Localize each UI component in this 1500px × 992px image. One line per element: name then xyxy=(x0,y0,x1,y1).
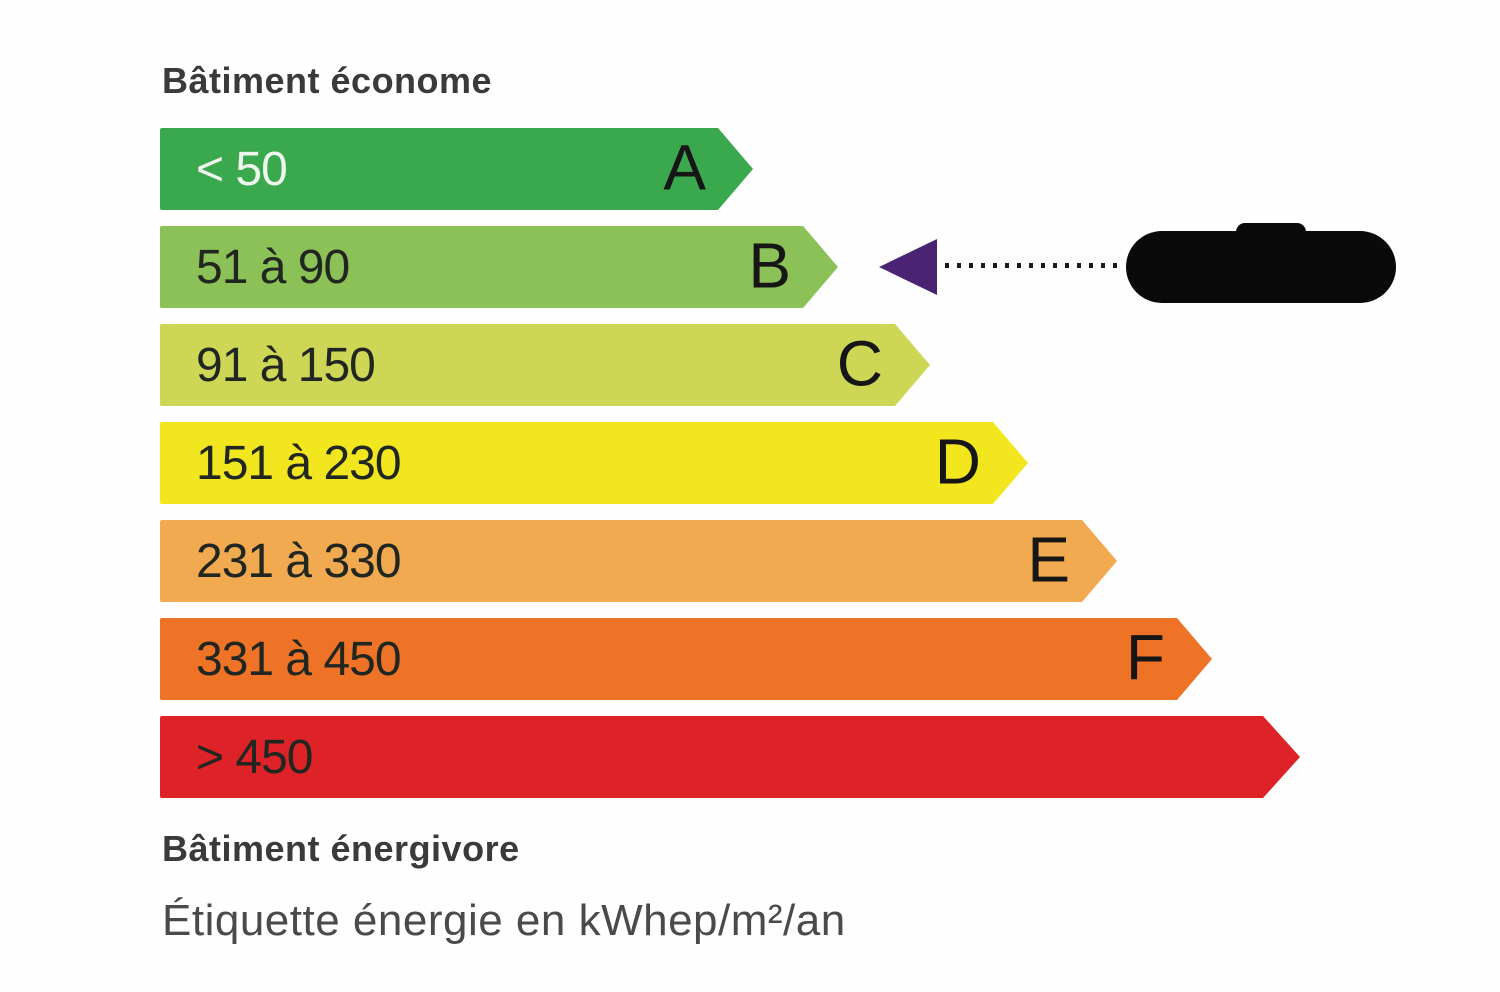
energy-band-f-arrow-tip xyxy=(1177,618,1212,700)
energy-band-b-arrow-tip xyxy=(803,226,838,308)
energy-band-b: 51 à 90 B xyxy=(160,226,838,308)
energy-band-e-bar: 231 à 330 E xyxy=(160,520,1082,602)
energy-band-f-range: 331 à 450 xyxy=(196,632,402,686)
energy-band-e-letter: E xyxy=(1027,523,1070,596)
energy-band-e-arrow-tip xyxy=(1082,520,1117,602)
energy-band-b-bar: 51 à 90 B xyxy=(160,226,803,308)
energy-label-caption: Étiquette énergie en kWhep/m²/an xyxy=(162,896,846,945)
energy-band-e: 231 à 330 E xyxy=(160,520,1117,602)
energy-band-c-range: 91 à 150 xyxy=(196,338,376,392)
energy-band-a-range: < 50 xyxy=(196,142,288,196)
energy-band-g-range: > 450 xyxy=(196,730,313,784)
energy-hungry-building-label: Bâtiment énergivore xyxy=(162,828,520,869)
energy-band-c-letter: C xyxy=(836,327,883,400)
dotted-leader-line xyxy=(945,263,1123,268)
energy-band-d-bar: 151 à 230 D xyxy=(160,422,993,504)
energy-band-a-bar: < 50 A xyxy=(160,128,718,210)
energy-band-a-letter: A xyxy=(663,131,706,204)
energy-band-c: 91 à 150 C xyxy=(160,324,930,406)
energy-band-f-letter: F xyxy=(1125,621,1165,694)
energy-band-c-arrow-tip xyxy=(895,324,930,406)
energy-band-g-bar: > 450 xyxy=(160,716,1263,798)
energy-band-b-letter: B xyxy=(748,229,791,302)
energy-band-f: 331 à 450 F xyxy=(160,618,1212,700)
energy-band-g-arrow-tip xyxy=(1263,716,1300,798)
energy-band-d-arrow-tip xyxy=(993,422,1028,504)
energy-band-e-range: 231 à 330 xyxy=(196,534,402,588)
energy-band-d-letter: D xyxy=(934,425,981,498)
redacted-value-blob xyxy=(1126,223,1396,303)
energy-band-d-range: 151 à 230 xyxy=(196,436,402,490)
energy-band-f-bar: 331 à 450 F xyxy=(160,618,1177,700)
energy-band-c-bar: 91 à 150 C xyxy=(160,324,895,406)
energy-band-g: > 450 xyxy=(160,716,1300,798)
energy-band-a: < 50 A xyxy=(160,128,753,210)
energy-band-a-arrow-tip xyxy=(718,128,753,210)
energy-band-b-range: 51 à 90 xyxy=(196,240,350,294)
selected-class-arrow-icon xyxy=(879,239,937,295)
energy-band-d: 151 à 230 D xyxy=(160,422,1028,504)
economical-building-label: Bâtiment économe xyxy=(162,60,493,101)
